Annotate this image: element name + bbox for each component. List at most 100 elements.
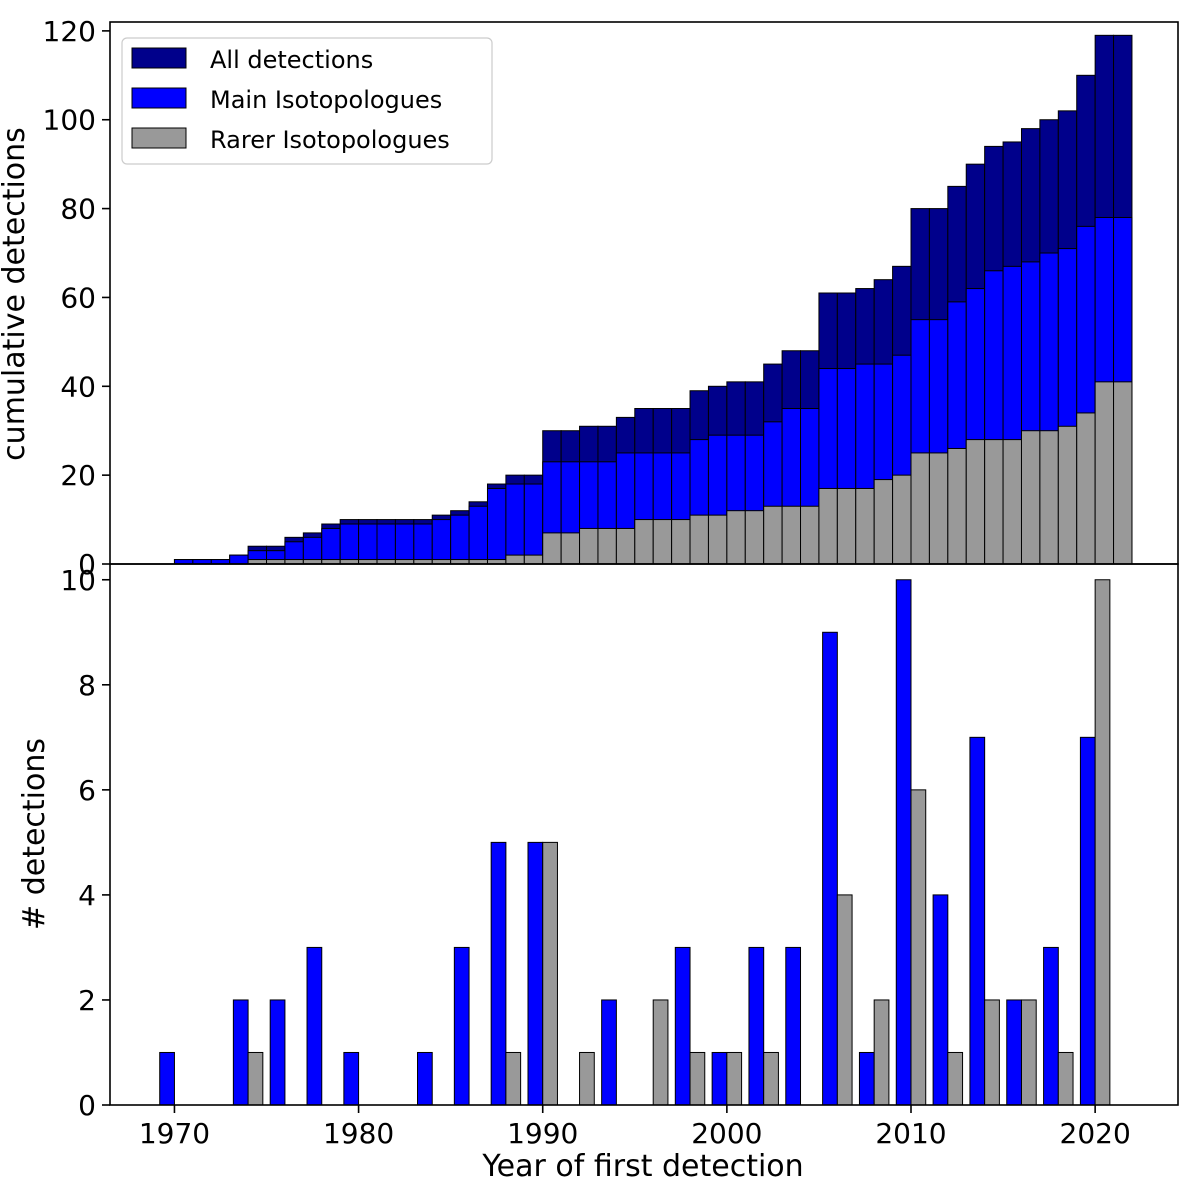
bar-rarer-isotopologues-2004: [800, 505, 820, 565]
legend-swatch-main-isotopologues: [131, 87, 187, 109]
y-tick-label-40: 40: [60, 370, 96, 403]
bar-rarer-isotopologues-2012: [947, 447, 967, 565]
bar-rarer-isotopologues-2008: [873, 479, 894, 565]
x-axis-label: Year of first detection: [481, 1149, 803, 1184]
bar-rarer-isotopologues-1994: [615, 527, 636, 565]
bar-rarer-isotopologues-2000: [726, 1051, 743, 1106]
series-main-isotopologues: [159, 579, 1096, 1106]
legend-label-rarer-isotopologues: Rarer Isotopologues: [210, 126, 450, 154]
bar-rarer-isotopologues-2003: [781, 505, 802, 565]
bar-rarer-isotopologues-2006: [836, 487, 857, 565]
cumulative-y-axis-label: cumulative detections: [0, 127, 32, 461]
bar-main-isotopologues-1980: [358, 523, 378, 565]
series-rarer-isotopologues: [247, 579, 1111, 1106]
y-tick-label-6: 6: [78, 774, 96, 807]
per-year-axes-frame: [109, 563, 1179, 1106]
bar-main-isotopologues-2010: [895, 579, 912, 1106]
bar-main-isotopologues-1994: [601, 999, 617, 1106]
bar-rarer-isotopologues-1974: [247, 1051, 264, 1106]
bar-main-isotopologues-1988: [490, 841, 507, 1106]
bar-rarer-isotopologues-1995: [634, 519, 654, 565]
y-tick-label-8: 8: [78, 669, 96, 702]
bar-rarer-isotopologues-2009: [892, 474, 912, 565]
per-year-panel: 0 2 4 6 8 10 1970 1980 1990 2000 2010 2020 # detec…: [17, 563, 1179, 1184]
legend: All detections Main Isotopologues Rarer …: [121, 37, 493, 165]
bar-main-isotopologues-2014: [969, 736, 986, 1106]
bar-rarer-isotopologues-1993: [597, 527, 617, 565]
bar-rarer-isotopologues-2016: [1020, 999, 1037, 1106]
bar-rarer-isotopologues-1999: [707, 514, 728, 565]
bar-rarer-isotopologues-1997: [671, 519, 691, 565]
bar-main-isotopologues-1988: [505, 483, 525, 565]
bar-rarer-isotopologues-2015: [1002, 439, 1022, 565]
y-tick-label-0: 0: [78, 548, 96, 581]
bar-rarer-isotopologues-2010: [910, 789, 927, 1106]
y-tick-label-2: 2: [78, 984, 96, 1017]
bar-rarer-isotopologues-1992: [579, 527, 599, 565]
bar-rarer-isotopologues-1996: [652, 519, 673, 565]
y-tick-label-0: 0: [78, 1089, 96, 1122]
legend-label-all-detections: All detections: [210, 46, 373, 74]
bar-rarer-isotopologues-2012: [947, 1051, 964, 1106]
bar-main-isotopologues-2020: [1079, 736, 1096, 1106]
per-year-y-axis-label: # detections: [17, 738, 52, 930]
y-tick-label-20: 20: [60, 459, 96, 492]
bar-main-isotopologues-1983: [413, 523, 433, 565]
bar-main-isotopologues-1980: [343, 1051, 360, 1106]
y-tick-label-10: 10: [60, 564, 96, 597]
bar-main-isotopologues-2012: [932, 894, 949, 1106]
bar-rarer-isotopologues-2014: [984, 439, 1004, 565]
bar-main-isotopologues-2000: [711, 1051, 728, 1106]
bar-main-isotopologues-1973: [229, 554, 249, 565]
bar-rarer-isotopologues-2006: [836, 894, 853, 1106]
bar-main-isotopologues-1974: [232, 999, 249, 1106]
bar-rarer-isotopologues-1990: [542, 532, 562, 565]
bar-main-isotopologues-1984: [417, 1051, 433, 1106]
bar-rarer-isotopologues-2020: [1094, 579, 1111, 1106]
bar-main-isotopologues-1970: [159, 1051, 175, 1106]
bar-main-isotopologues-1985: [450, 514, 470, 565]
bar-rarer-isotopologues-1996: [652, 999, 669, 1106]
bar-rarer-isotopologues-2007: [855, 487, 875, 565]
bar-rarer-isotopologues-2020: [1094, 381, 1115, 565]
bar-main-isotopologues-2008: [858, 1051, 875, 1106]
bar-rarer-isotopologues-1998: [689, 514, 709, 565]
legend-frame: [121, 37, 493, 165]
bar-rarer-isotopologues-1998: [689, 1051, 706, 1106]
bar-main-isotopologues-2006: [822, 631, 838, 1106]
bar-main-isotopologues-1986: [453, 946, 470, 1106]
bar-rarer-isotopologues-2002: [763, 505, 783, 565]
bar-rarer-isotopologues-2002: [763, 1051, 779, 1106]
bar-main-isotopologues-1982: [394, 523, 415, 565]
bar-rarer-isotopologues-2005: [818, 487, 838, 565]
bar-rarer-isotopologues-1988: [505, 1051, 522, 1106]
y-tick-label-120: 120: [43, 15, 96, 48]
bar-rarer-isotopologues-2019: [1076, 412, 1096, 565]
x-tick-label-1980: 1980: [323, 1117, 394, 1150]
bar-main-isotopologues-1978: [306, 946, 323, 1106]
bar-rarer-isotopologues-2008: [873, 999, 890, 1106]
bar-main-isotopologues-1976: [269, 999, 286, 1106]
bar-main-isotopologues-1990: [527, 841, 544, 1106]
bar-rarer-isotopologues-2001: [744, 510, 765, 565]
x-tick-label-2000: 2000: [691, 1117, 762, 1150]
bar-rarer-isotopologues-2013: [965, 439, 986, 565]
bar-main-isotopologues-2018: [1043, 946, 1059, 1106]
legend-swatch-rarer-isotopologues: [131, 127, 187, 149]
bar-main-isotopologues-1998: [674, 946, 691, 1106]
bar-rarer-isotopologues-2016: [1020, 430, 1041, 565]
bar-rarer-isotopologues-2000: [726, 510, 746, 565]
bar-main-isotopologues-2002: [748, 946, 765, 1106]
per-year-bars: [159, 579, 1111, 1106]
bar-rarer-isotopologues-1992: [579, 1051, 595, 1106]
x-tick-label-2010: 2010: [875, 1117, 946, 1150]
y-tick-label-100: 100: [43, 104, 96, 137]
bar-rarer-isotopologues-2018: [1057, 1051, 1074, 1106]
bar-rarer-isotopologues-2010: [910, 452, 930, 565]
bar-main-isotopologues-2004: [785, 946, 802, 1106]
legend-label-main-isotopologues: Main Isotopologues: [210, 86, 442, 114]
cumulative-panel: 0 20 40 60 80 100 120 cumulative detections Al…: [0, 15, 1179, 581]
bar-main-isotopologues-1979: [339, 523, 360, 565]
bar-rarer-isotopologues-1991: [560, 532, 581, 565]
